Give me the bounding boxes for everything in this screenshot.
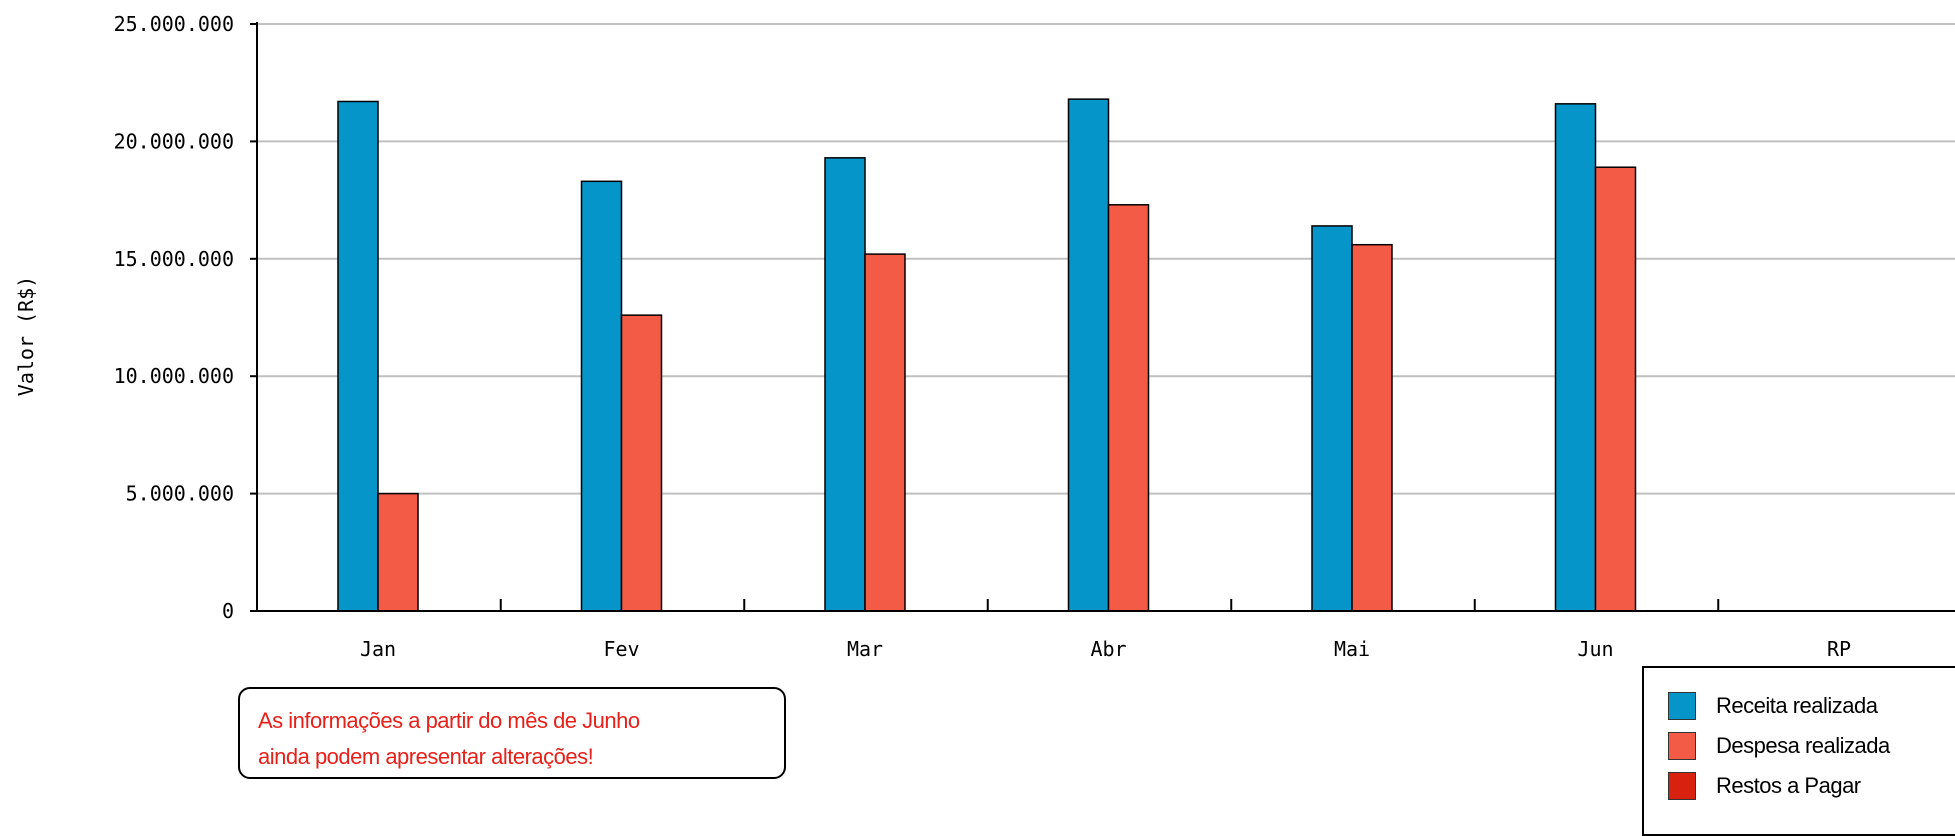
y-tick-label: 20.000.000 bbox=[114, 129, 234, 153]
notice-line-2: ainda podem apresentar alterações! bbox=[258, 744, 594, 769]
x-tick-label: Fev bbox=[603, 637, 639, 661]
x-tick-label: Abr bbox=[1090, 637, 1126, 661]
y-axis-title: Valor (R$) bbox=[14, 276, 38, 396]
legend-swatch-restos bbox=[1668, 772, 1696, 800]
chart-legend: Receita realizada Despesa realizada Rest… bbox=[1642, 666, 1955, 836]
y-tick-label: 15.000.000 bbox=[114, 247, 234, 271]
legend-swatch-despesa bbox=[1668, 732, 1696, 760]
notice-line-1: As informações a partir do mês de Junho bbox=[258, 708, 640, 733]
axes bbox=[250, 22, 1955, 612]
bar-despesa-realizada bbox=[620, 314, 663, 612]
x-tick-label: RP bbox=[1827, 637, 1851, 661]
bar-despesa-realizada bbox=[1594, 166, 1637, 612]
y-tick-label: 10.000.000 bbox=[114, 364, 234, 388]
x-tick-label: Mai bbox=[1334, 637, 1370, 661]
bars bbox=[337, 98, 1637, 612]
y-tick-label: 5.000.000 bbox=[126, 482, 234, 506]
bar-receita-realizada bbox=[580, 180, 623, 612]
x-tick-label: Mar bbox=[847, 637, 883, 661]
bar-receita-realizada bbox=[824, 157, 866, 612]
bar-receita-realizada bbox=[1554, 103, 1597, 612]
bar-despesa-realizada bbox=[864, 253, 906, 612]
bar-receita-realizada bbox=[1311, 225, 1353, 612]
tick-labels: 0 5.000.000 10.000.000 15.000.000 20.000.000… bbox=[114, 12, 1851, 661]
notice-box: As informações a partir do mês de Junho … bbox=[238, 687, 786, 779]
y-tick-label: 25.000.000 bbox=[114, 12, 234, 36]
bar-receita-realizada bbox=[337, 100, 379, 612]
bar-despesa-realizada bbox=[377, 492, 419, 612]
x-tick-label: Jan bbox=[360, 637, 396, 661]
legend-item-restos: Restos a Pagar bbox=[1668, 766, 1955, 806]
bar-despesa-realizada bbox=[1351, 243, 1393, 612]
bar-receita-realizada bbox=[1067, 98, 1110, 612]
legend-label-despesa: Despesa realizada bbox=[1716, 733, 1890, 758]
legend-item-despesa: Despesa realizada bbox=[1668, 726, 1955, 766]
legend-item-receita: Receita realizada bbox=[1668, 686, 1955, 726]
legend-swatch-receita bbox=[1668, 692, 1696, 720]
legend-label-receita: Receita realizada bbox=[1716, 693, 1878, 718]
x-tick-label: Jun bbox=[1577, 637, 1613, 661]
y-tick-label: 0 bbox=[222, 599, 234, 623]
bar-despesa-realizada bbox=[1107, 204, 1150, 612]
legend-label-restos: Restos a Pagar bbox=[1716, 773, 1861, 798]
